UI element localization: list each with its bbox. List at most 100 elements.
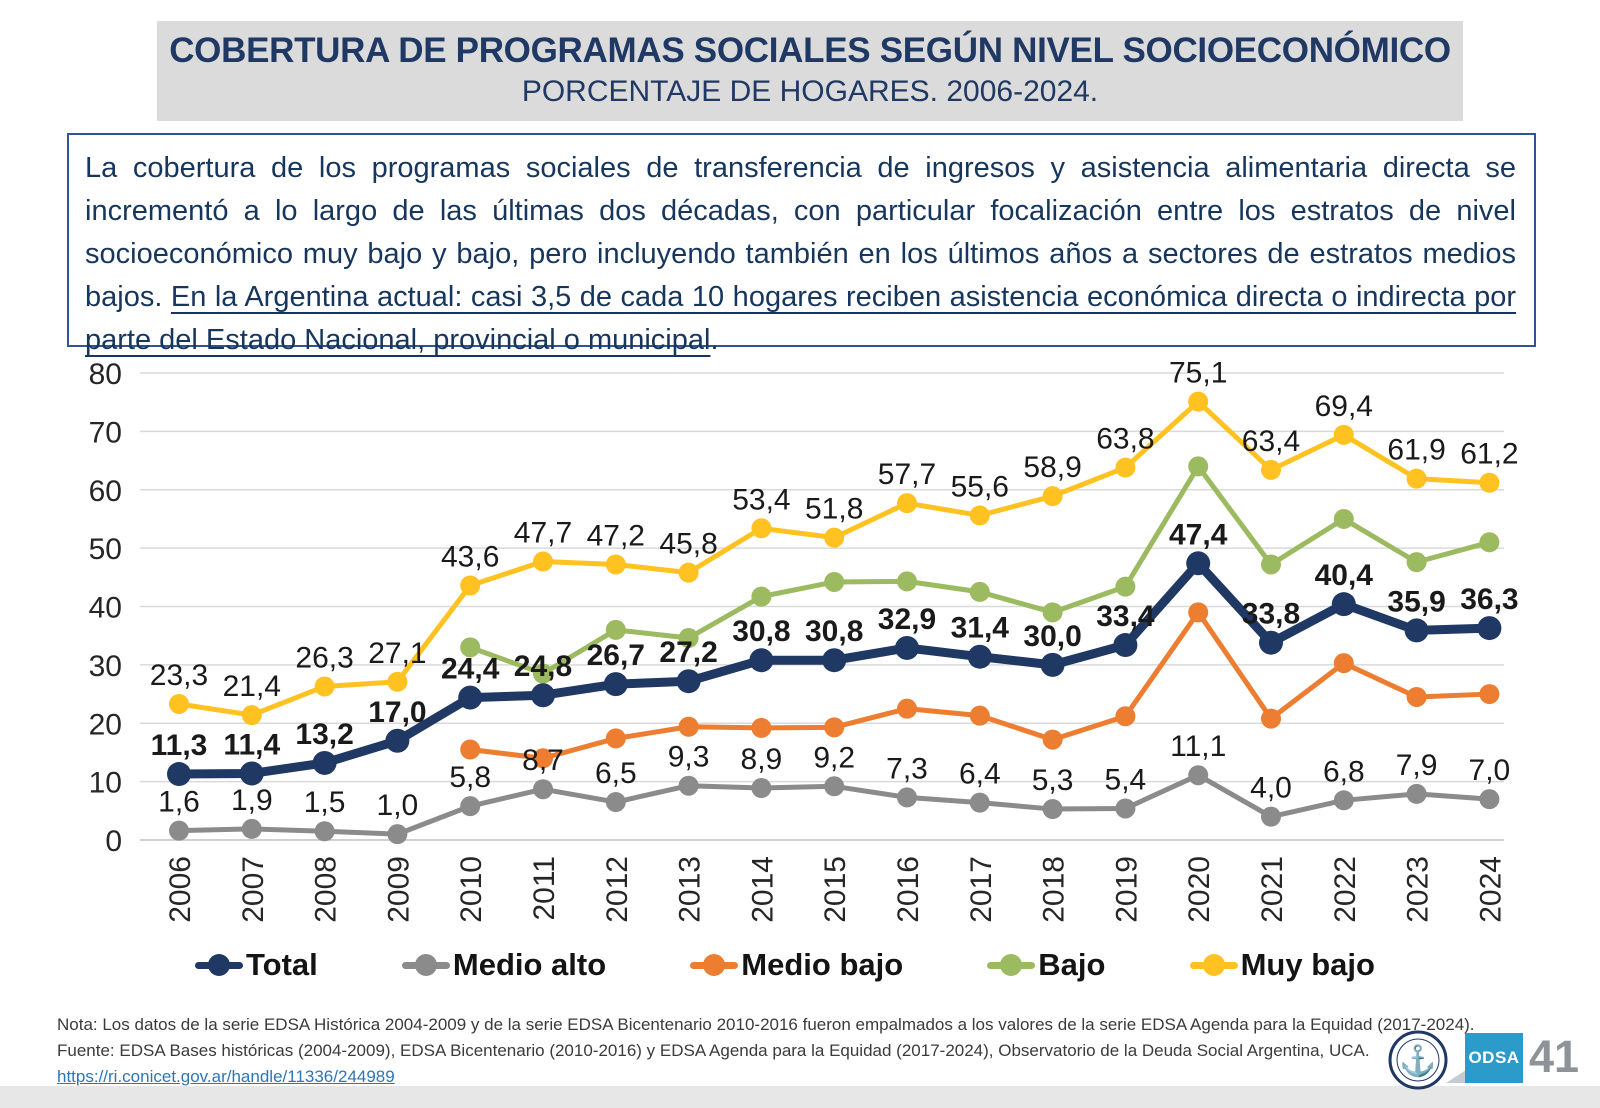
x-tick-label: 2006 [164, 856, 197, 923]
x-tick-label: 2019 [1110, 856, 1143, 923]
data-label: 6,8 [1323, 755, 1365, 788]
data-point-bajo [460, 637, 481, 658]
x-tick-label: 2012 [601, 856, 634, 923]
legend-label-total: Total [246, 947, 318, 982]
data-point-medio-bajo [1333, 653, 1354, 674]
x-tick-label: 2024 [1474, 856, 1507, 923]
data-point-medio-alto [969, 792, 990, 813]
data-point-total [1259, 630, 1283, 655]
data-point-bajo [751, 586, 772, 607]
data-label: 11,4 [223, 728, 280, 761]
data-label: 40,4 [1315, 559, 1374, 592]
data-point-medio-alto [533, 779, 553, 800]
gridlines [140, 372, 1504, 841]
title-band: COBERTURA DE PROGRAMAS SOCIALES SEGÚN NI… [157, 21, 1463, 121]
data-point-total [1404, 618, 1429, 643]
data-label: 30,0 [1023, 620, 1081, 653]
data-label: 6,5 [595, 757, 637, 790]
data-label: 33,4 [1096, 600, 1155, 633]
data-point-muy-bajo [169, 693, 189, 714]
data-point-muy-bajo [1479, 472, 1500, 493]
data-label: 1,9 [231, 784, 273, 817]
data-label: 26,3 [295, 641, 353, 674]
data-point-muy-bajo [1261, 459, 1281, 480]
data-label: 8,9 [741, 743, 783, 776]
labels-medio-alto: 1,6 1,9 1,5 1,0 5,8 8,7 6,5 9,3 8,9 9,2 7,3 6,4 5,3 5… [158, 730, 1510, 822]
data-label: 26,7 [587, 639, 645, 672]
data-point-medio-bajo [897, 698, 917, 719]
data-point-bajo [1261, 554, 1281, 575]
data-label: 24,4 [441, 653, 500, 686]
y-tick-label: 0 [105, 825, 122, 858]
data-point-total [1040, 652, 1065, 677]
series-muy-bajo [169, 391, 1500, 726]
data-label: 30,8 [805, 615, 863, 648]
series-bajo [460, 456, 1500, 684]
labels-muy-bajo: 23,3 21,4 26,3 27,1 43,6 47,7 47,2 45,8 53,4 51,8… [150, 357, 1519, 703]
data-point-bajo [1115, 576, 1136, 597]
legend-marker-muy-bajo [1189, 954, 1238, 976]
data-point-medio-alto [1042, 799, 1063, 820]
x-tick-label: 2016 [892, 856, 925, 923]
x-tick-label: 2015 [819, 856, 852, 923]
data-point-muy-bajo [605, 554, 626, 575]
legend-label-bajo: Bajo [1038, 947, 1106, 982]
data-point-muy-bajo [897, 493, 917, 514]
data-point-medio-bajo [1479, 684, 1500, 705]
data-point-total [1331, 592, 1356, 617]
data-label: 47,7 [514, 517, 572, 550]
summary-period: . [710, 324, 719, 356]
x-tick-label: 2017 [965, 856, 998, 923]
data-label: 51,8 [805, 493, 863, 526]
x-tick-label: 2008 [310, 856, 343, 923]
data-point-total [385, 728, 410, 753]
data-label: 5,4 [1105, 763, 1147, 796]
data-label: 69,4 [1315, 390, 1373, 423]
data-point-muy-bajo [969, 505, 990, 526]
data-label: 11,3 [151, 729, 208, 762]
data-point-medio-alto [751, 778, 772, 799]
data-label: 45,8 [659, 528, 717, 561]
legend-item-medio-alto: Medio alto [401, 947, 606, 983]
y-tick-label: 70 [89, 416, 122, 449]
x-tick-label: 2020 [1183, 856, 1216, 923]
legend-label-muy-bajo: Muy bajo [1240, 947, 1375, 982]
data-label: 7,9 [1396, 749, 1438, 782]
summary-highlight: En la Argentina actual: casi 3,5 de cada… [85, 281, 1516, 356]
data-point-medio-bajo [969, 705, 990, 726]
data-point-total [676, 669, 701, 694]
data-label: 63,4 [1242, 425, 1300, 458]
data-point-total [239, 761, 264, 786]
data-point-total [822, 648, 847, 673]
footer-link[interactable]: https://ri.conicet.gov.ar/handle/11336/2… [57, 1067, 395, 1086]
data-point-medio-bajo [460, 739, 481, 760]
data-point-total [1113, 633, 1138, 658]
data-point-medio-alto [169, 820, 189, 841]
x-tick-label: 2021 [1256, 856, 1289, 923]
odsa-logo-tail [1446, 1070, 1466, 1083]
data-label: 61,2 [1460, 438, 1518, 471]
data-point-total [1186, 551, 1211, 576]
data-point-medio-alto [1188, 765, 1209, 786]
x-tick-label: 2007 [237, 856, 270, 923]
legend-item-medio-bajo: Medio bajo [690, 947, 903, 983]
data-label: 7,0 [1469, 754, 1511, 787]
data-label: 53,4 [732, 483, 790, 516]
legend-item-muy-bajo: Muy bajo [1189, 947, 1375, 983]
data-point-bajo [1188, 456, 1209, 477]
data-label: 31,4 [951, 612, 1010, 645]
page-number: 41 [1529, 1031, 1580, 1082]
data-point-total [895, 635, 919, 660]
data-point-medio-alto [605, 792, 626, 813]
data-point-bajo [1333, 508, 1354, 529]
series-medio-alto [169, 765, 1500, 845]
data-label: 47,4 [1169, 518, 1228, 551]
data-label: 75,1 [1169, 357, 1227, 390]
labels-total: 11,3 11,4 13,2 17,0 24,4 24,8 26,7 27,2 30,8 30,8… [151, 518, 1519, 762]
data-point-medio-bajo [533, 748, 553, 769]
y-tick-label: 10 [89, 767, 122, 800]
data-point-medio-bajo [1261, 708, 1281, 729]
data-point-bajo [1479, 532, 1500, 553]
x-tick-label: 2010 [455, 856, 488, 923]
data-point-muy-bajo [1406, 468, 1427, 489]
